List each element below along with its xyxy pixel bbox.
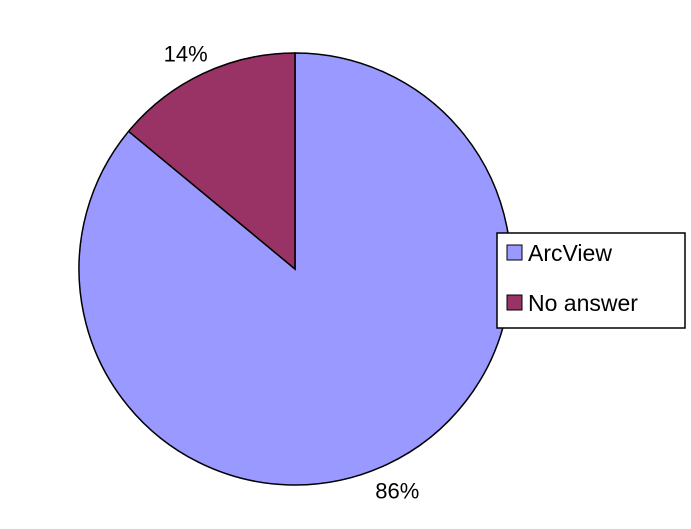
pie-data-labels: 86% 14% — [164, 42, 420, 504]
data-label-arcview: 86% — [375, 479, 419, 504]
legend-label-no-answer: No answer — [528, 290, 638, 316]
pie-slices — [78, 52, 512, 486]
legend-items: ArcView No answer — [506, 240, 638, 316]
legend-swatch-no-answer — [506, 294, 523, 311]
pie-slice-no-answer — [127, 52, 296, 271]
legend-swatch-arcview — [506, 244, 523, 261]
legend: ArcView No answer — [496, 232, 686, 329]
legend-box — [496, 232, 686, 329]
data-label-no-answer: 14% — [164, 42, 208, 67]
legend-label-arcview: ArcView — [528, 240, 612, 266]
